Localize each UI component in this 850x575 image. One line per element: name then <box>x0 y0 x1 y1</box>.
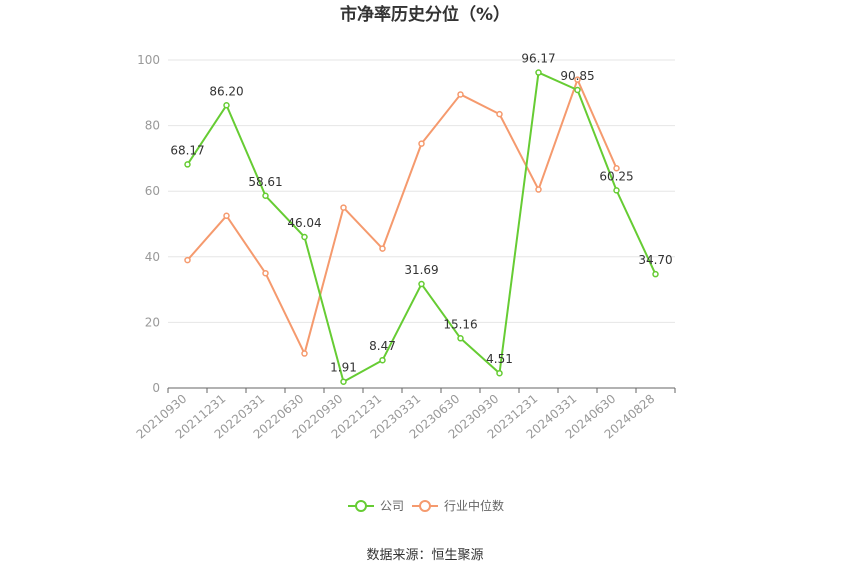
series-line-0 <box>186 71 657 383</box>
series-point-0 <box>262 192 269 200</box>
data-label: 8.47 <box>369 339 396 353</box>
series-point-1 <box>457 91 464 98</box>
data-label: 60.25 <box>599 169 633 183</box>
series-point-0 <box>418 280 425 288</box>
series-point-0 <box>574 86 581 94</box>
y-tick-label: 60 <box>145 184 160 198</box>
data-label: 46.04 <box>287 216 321 230</box>
legend-marker-industry <box>419 500 431 512</box>
series-point-1 <box>262 269 269 277</box>
series-point-0 <box>457 335 464 342</box>
data-label: 31.69 <box>404 263 438 277</box>
series-point-0 <box>652 270 659 278</box>
y-tick-label: 20 <box>145 315 160 329</box>
chart-title: 市净率历史分位（%） <box>340 4 510 25</box>
series-point-0 <box>613 187 620 194</box>
data-label: 86.20 <box>209 84 243 98</box>
series-point-1 <box>418 140 425 147</box>
series-point-1 <box>379 245 386 252</box>
series-layer <box>184 69 659 385</box>
series-point-1 <box>301 350 308 357</box>
series-point-0 <box>379 356 386 364</box>
series-point-0 <box>340 378 347 385</box>
data-label: 68.17 <box>170 143 204 157</box>
series-point-1 <box>496 110 503 118</box>
legend-item-industry[interactable]: 行业中位数 <box>412 498 504 513</box>
series-point-1 <box>184 256 191 264</box>
data-label: 58.61 <box>248 175 282 189</box>
data-label: 4.51 <box>486 352 513 366</box>
y-axis: 0 20 40 60 80 100 <box>137 53 160 395</box>
source-note: 数据来源：恒生聚源 <box>366 548 483 563</box>
series-line-1 <box>186 78 618 355</box>
series-point-1 <box>340 204 347 211</box>
series-point-0 <box>535 69 542 76</box>
legend-label-industry: 行业中位数 <box>444 498 504 513</box>
y-tick-label: 80 <box>145 119 160 133</box>
data-labels: 68.17 86.20 58.61 46.04 1.91 8.47 31.69 15.16 4.… <box>170 52 672 375</box>
data-label: 96.17 <box>521 52 555 66</box>
y-tick-label: 40 <box>145 250 160 264</box>
data-label: 15.16 <box>443 317 477 331</box>
series-point-0 <box>301 233 308 241</box>
data-label: 1.91 <box>330 361 357 375</box>
y-tick-label: 0 <box>152 381 160 395</box>
legend-item-company[interactable]: 公司 <box>348 499 404 513</box>
legend-label-company: 公司 <box>380 499 404 513</box>
legend[interactable]: 公司 行业中位数 <box>348 498 504 513</box>
data-label: 34.70 <box>638 253 672 267</box>
series-point-0 <box>184 161 191 168</box>
legend-marker-company <box>355 500 367 512</box>
data-label: 90.85 <box>560 69 594 83</box>
series-point-1 <box>223 212 230 220</box>
series-point-0 <box>496 369 503 377</box>
series-point-1 <box>613 164 620 172</box>
x-axis: 2021093020211231202203312022063020220930… <box>134 387 676 442</box>
series-point-1 <box>535 186 542 193</box>
series-point-0 <box>223 102 230 109</box>
y-tick-label: 100 <box>137 53 160 67</box>
series-point-1 <box>574 76 581 83</box>
